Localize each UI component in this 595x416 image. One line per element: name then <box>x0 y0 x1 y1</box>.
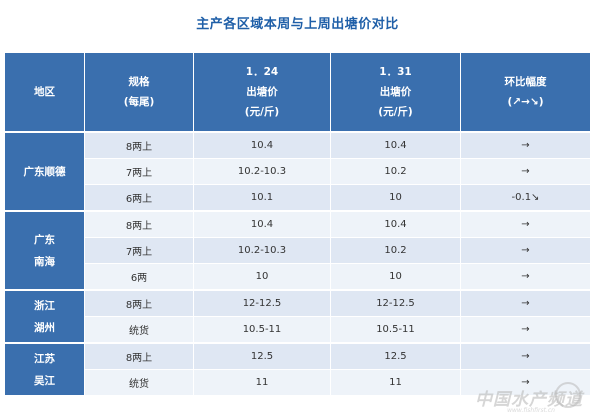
price-week2-cell: 10.4 <box>330 131 461 159</box>
price-week2-cell: 12-12.5 <box>330 289 461 317</box>
spec-cell: 6两 <box>84 263 194 291</box>
region-cell: 广东顺德 <box>4 131 85 212</box>
region-cell: 广东 南海 <box>4 210 85 291</box>
price-table: 地区 规格 (每尾) 1．24 出塘价 (元/斤) 1．31 出塘价 (元/斤)… <box>4 52 591 396</box>
page-title: 主产各区域本周与上周出塘价对比 <box>196 17 399 32</box>
change-cell: -0.1↘ <box>460 184 591 212</box>
spec-cell: 8两上 <box>84 210 194 238</box>
table-row: 7两上 10.2-10.3 10.2 → <box>5 158 591 185</box>
price-week1-cell: 10.5-11 <box>193 316 331 344</box>
price-week1-cell: 10.1 <box>193 184 331 212</box>
change-cell: → <box>460 158 591 185</box>
price-week2-cell: 10.2 <box>330 237 461 264</box>
price-week1-cell: 11 <box>193 369 331 396</box>
change-cell: → <box>460 289 591 317</box>
price-week1-cell: 10.2-10.3 <box>193 158 331 185</box>
price-week2-cell: 10.4 <box>330 210 461 238</box>
price-week2-cell: 12.5 <box>330 342 461 370</box>
spec-cell: 8两上 <box>84 289 194 317</box>
spec-cell: 8两上 <box>84 342 194 370</box>
table-row: 广东顺德 8两上 10.4 10.4 → <box>4 131 591 212</box>
price-week2-cell: 10 <box>330 263 461 291</box>
table-row: 7两上 10.2-10.3 10.2 → <box>5 237 591 264</box>
change-cell: → <box>460 210 591 238</box>
spec-cell: 8两上 <box>84 131 194 159</box>
price-week1-cell: 10.4 <box>193 131 331 159</box>
table-header-row: 地区 规格 (每尾) 1．24 出塘价 (元/斤) 1．31 出塘价 (元/斤)… <box>4 52 591 133</box>
spec-cell: 7两上 <box>84 158 194 185</box>
watermark-globe-icon <box>555 382 581 408</box>
spec-cell: 统货 <box>84 369 194 396</box>
price-week2-cell: 10.2 <box>330 158 461 185</box>
price-week1-cell: 10.2-10.3 <box>193 237 331 264</box>
price-week2-cell: 11 <box>330 369 461 396</box>
change-cell: → <box>460 342 591 370</box>
watermark: 中国水产频道 <box>475 390 583 410</box>
table-row: 广东 南海 8两上 10.4 10.4 → <box>4 210 591 291</box>
region-cell: 浙江 湖州 <box>4 289 85 344</box>
header-region: 地区 <box>4 52 85 133</box>
table-row: 6两上 10.1 10 -0.1↘ <box>5 184 591 212</box>
price-week1-cell: 10 <box>193 263 331 291</box>
table-row: 统货 11 11 → <box>5 369 591 396</box>
table-row: 浙江 湖州 8两上 12-12.5 12-12.5 → <box>4 289 591 344</box>
change-cell: → <box>460 263 591 291</box>
table-row: 江苏 吴江 8两上 12.5 12.5 → <box>4 342 591 396</box>
price-week1-cell: 12.5 <box>193 342 331 370</box>
price-week2-cell: 10 <box>330 184 461 212</box>
table-row: 6两 10 10 → <box>5 263 591 291</box>
table-row: 统货 10.5-11 10.5-11 → <box>5 316 591 344</box>
header-week1: 1．24 出塘价 (元/斤) <box>193 52 331 133</box>
header-change: 环比幅度 (↗→↘) <box>460 52 591 133</box>
price-week1-cell: 12-12.5 <box>193 289 331 317</box>
spec-cell: 7两上 <box>84 237 194 264</box>
header-week2: 1．31 出塘价 (元/斤) <box>330 52 461 133</box>
spec-cell: 6两上 <box>84 184 194 212</box>
region-cell: 江苏 吴江 <box>4 342 85 396</box>
header-spec: 规格 (每尾) <box>84 52 194 133</box>
change-cell: → <box>460 316 591 344</box>
change-cell: → <box>460 131 591 159</box>
price-week1-cell: 10.4 <box>193 210 331 238</box>
change-cell: → <box>460 237 591 264</box>
watermark-url: www.fishfirst.cn <box>507 407 555 414</box>
spec-cell: 统货 <box>84 316 194 344</box>
price-week2-cell: 10.5-11 <box>330 316 461 344</box>
